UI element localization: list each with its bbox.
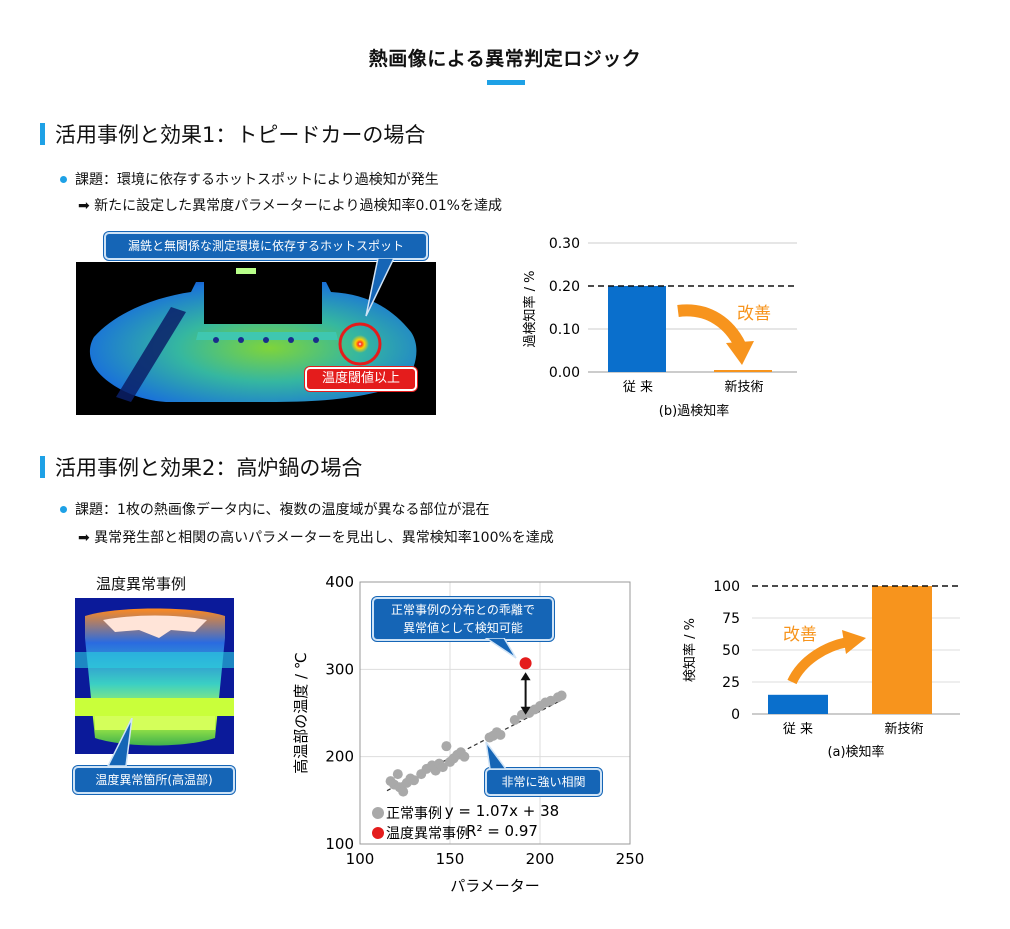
xtick-new-technology: 新技術 [884,721,923,737]
legend-abnormal: 温度異常事例 [386,826,470,842]
improve-label: 改善 [783,625,817,645]
chart-false-detection-rate: 0.00 0.10 0.20 0.30 従 来 新技術 (b)過検知率 過検知率… [522,236,797,419]
improve-label: 改善 [737,304,771,324]
ytick-400: 400 [325,573,354,591]
ytick-100: 100 [325,835,354,853]
section1-heading-text: 活用事例と効果1：トピードカーの場合 [55,123,426,147]
xtick-200: 200 [526,850,555,868]
ytick-2: 0.20 [549,279,580,295]
ytick-2: 50 [722,643,740,659]
callout-pointer-icon [484,638,517,659]
callout-deviation: 正常事例の分布との乖離で 異常値として検知可能 [372,597,554,641]
normal-point-4 [398,786,409,797]
chart-a-title: (a)検知率 [827,744,884,760]
ytick-0: 0 [731,707,740,723]
legend-abnormal-marker [372,827,384,839]
callout-pointer-icon [485,741,508,770]
bullet-dot-icon [60,505,67,513]
section2-result: ➡ 異常発生部と相関の高いパラメーターを見出し、異常検知率100%を達成 [78,530,554,546]
section1-result: ➡ 新たに設定した異常度パラメーターにより過検知率0.01%を達成 [78,198,502,214]
abnormal-point-0 [519,657,532,670]
bar-conventional [608,286,666,372]
scatter-xlabel: パラメーター [450,877,540,895]
ytick-4: 100 [713,579,740,595]
ytick-3: 0.30 [549,236,580,252]
section2-heading: 活用事例と効果2：高炉鍋の場合 [40,452,362,482]
xtick-100: 100 [346,850,375,868]
section1-issue-text: 課題：環境に依存するホットスポットにより過検知が発生 [75,172,439,188]
svg-text:0.20: 0.20 [549,279,580,295]
heading-marker [40,123,45,145]
xtick-250: 250 [616,850,645,868]
bullet-dot-icon [60,175,67,183]
heading-marker [40,456,45,478]
ytick-1: 0.10 [549,322,580,338]
normal-point-2 [392,769,403,780]
callout-pointer-icon [365,258,395,317]
r-squared: R² = 0.97 [466,822,538,840]
svg-text:0.00: 0.00 [549,365,580,381]
threshold-label: 温度閾値以上 [305,367,417,391]
normal-point-7 [409,775,419,786]
callout-hot-area: 温度異常箇所(高温部) [73,766,235,794]
callout-strong-correlation: 非常に強い相関 [485,768,602,796]
normal-point-32 [556,690,567,701]
section1-issue: 課題：環境に依存するホットスポットにより過検知が発生 [60,169,439,189]
hotspot-circle [338,322,382,366]
chart-detection-rate: 0 25 50 75 100 従 来 新技術 (a)検知率 検知率 / % 改善 [682,579,960,760]
section2-issue-text: 課題：1枚の熱画像データ内に、複数の温度域が異なる部位が混在 [75,502,490,518]
normal-point-13 [437,762,448,773]
title-underline [487,80,525,85]
bar-new-technology [872,586,932,714]
chart-b-title: (b)過検知率 [659,403,729,419]
normal-point-24 [509,714,520,725]
page-title: 熱画像による異常判定ロジック [368,48,642,70]
svg-text:0.10: 0.10 [549,322,580,338]
xtick-new-technology: 新技術 [724,379,763,395]
ytick-300: 300 [325,660,354,678]
callout-hotspot: 漏銑と無関係な測定環境に依存するホットスポット [104,232,428,260]
legend-normal-marker [372,807,384,819]
chart-b-ylabel: 過検知率 / % [522,271,538,348]
ytick-200: 200 [325,748,354,766]
bar-conventional [768,694,828,714]
ytick-3: 75 [722,611,740,627]
thermal-image-ladle [75,598,234,754]
section2-heading-text: 活用事例と効果2：高炉鍋の場合 [55,456,363,480]
svg-text:0.30: 0.30 [549,236,580,252]
xtick-150: 150 [436,850,465,868]
scatter-ylabel: 高温部の温度 / ℃ [292,652,310,773]
chart-a-ylabel: 検知率 / % [682,618,698,682]
normal-point-23 [495,729,506,740]
normal-point-14 [441,741,452,752]
normal-point-19 [459,751,470,762]
improve-arrow-icon [787,637,850,685]
xtick-conventional: 従 来 [623,380,653,395]
bar-new-technology [714,370,772,372]
legend-normal: 正常事例 [386,806,442,822]
section1-heading: 活用事例と効果1：トピードカーの場合 [40,119,425,149]
ytick-1: 25 [722,675,740,691]
callout-pointer-icon [106,718,133,767]
section2-issue: 課題：1枚の熱画像データ内に、複数の温度域が異なる部位が混在 [60,499,490,519]
improve-arrow-icon [677,304,746,348]
scatter-frame [359,581,631,845]
xtick-conventional: 従 来 [783,722,813,737]
fit-equation: y = 1.07x + 38 [445,802,559,820]
image-title: 温度異常事例 [96,575,187,593]
ytick-0: 0.00 [549,365,580,381]
